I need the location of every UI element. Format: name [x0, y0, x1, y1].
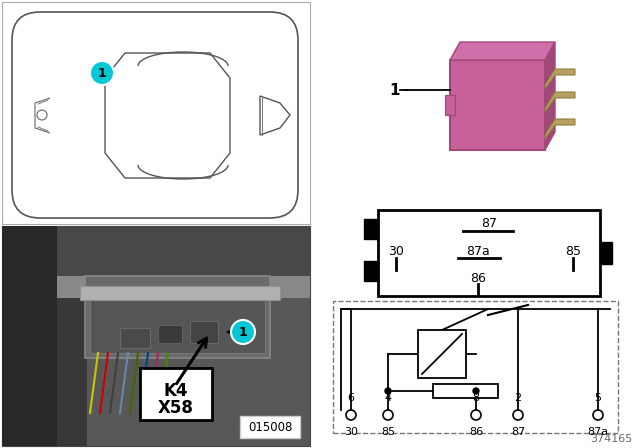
Text: K4: K4 [164, 382, 188, 400]
Bar [433, 384, 498, 398]
Bar [140, 368, 212, 420]
Text: 1: 1 [390, 82, 400, 98]
Text: 4: 4 [385, 393, 392, 403]
FancyBboxPatch shape [445, 95, 455, 115]
Circle shape [473, 388, 479, 394]
Bar [2, 2, 310, 224]
Text: 30: 30 [344, 427, 358, 437]
Bar [90, 288, 265, 353]
Text: 87a: 87a [588, 427, 609, 437]
Bar [57, 276, 310, 298]
Circle shape [90, 61, 114, 85]
Bar [80, 286, 280, 300]
Bar [120, 328, 150, 348]
Bar [85, 276, 270, 358]
Bar [312, 2, 640, 224]
Text: 374165: 374165 [589, 434, 632, 444]
Text: 86: 86 [469, 427, 483, 437]
Circle shape [231, 320, 255, 344]
Text: 30: 30 [388, 245, 404, 258]
Text: 85: 85 [381, 427, 395, 437]
Polygon shape [545, 119, 575, 139]
Text: 2: 2 [515, 393, 522, 403]
Circle shape [383, 410, 393, 420]
Bar [364, 261, 378, 281]
Circle shape [346, 410, 356, 420]
Text: 86: 86 [470, 271, 486, 284]
Text: 87: 87 [481, 216, 497, 229]
Text: 8: 8 [472, 393, 479, 403]
Circle shape [513, 410, 523, 420]
Text: 87: 87 [511, 427, 525, 437]
Polygon shape [545, 69, 575, 89]
Bar [378, 210, 600, 296]
Polygon shape [450, 42, 555, 60]
Bar [240, 416, 300, 438]
Bar [333, 301, 618, 433]
Bar [600, 242, 612, 264]
FancyBboxPatch shape [450, 60, 545, 150]
Text: X58: X58 [158, 399, 194, 417]
Text: 87a: 87a [466, 245, 490, 258]
Circle shape [385, 388, 391, 394]
Bar [158, 325, 182, 343]
Bar [57, 226, 310, 278]
Polygon shape [545, 42, 555, 150]
Bar [57, 226, 87, 446]
Circle shape [37, 110, 47, 120]
Text: 6: 6 [348, 393, 355, 403]
Bar [2, 226, 310, 446]
Text: 015008: 015008 [248, 421, 292, 434]
Bar [190, 321, 218, 343]
Text: 85: 85 [565, 245, 581, 258]
Circle shape [471, 410, 481, 420]
Bar [418, 330, 466, 378]
Circle shape [593, 410, 603, 420]
Text: 5: 5 [595, 393, 602, 403]
Bar [364, 219, 378, 239]
FancyBboxPatch shape [12, 12, 298, 218]
Bar [2, 226, 57, 446]
Polygon shape [545, 92, 575, 112]
Text: 1: 1 [239, 326, 248, 339]
Text: 1: 1 [98, 66, 106, 79]
